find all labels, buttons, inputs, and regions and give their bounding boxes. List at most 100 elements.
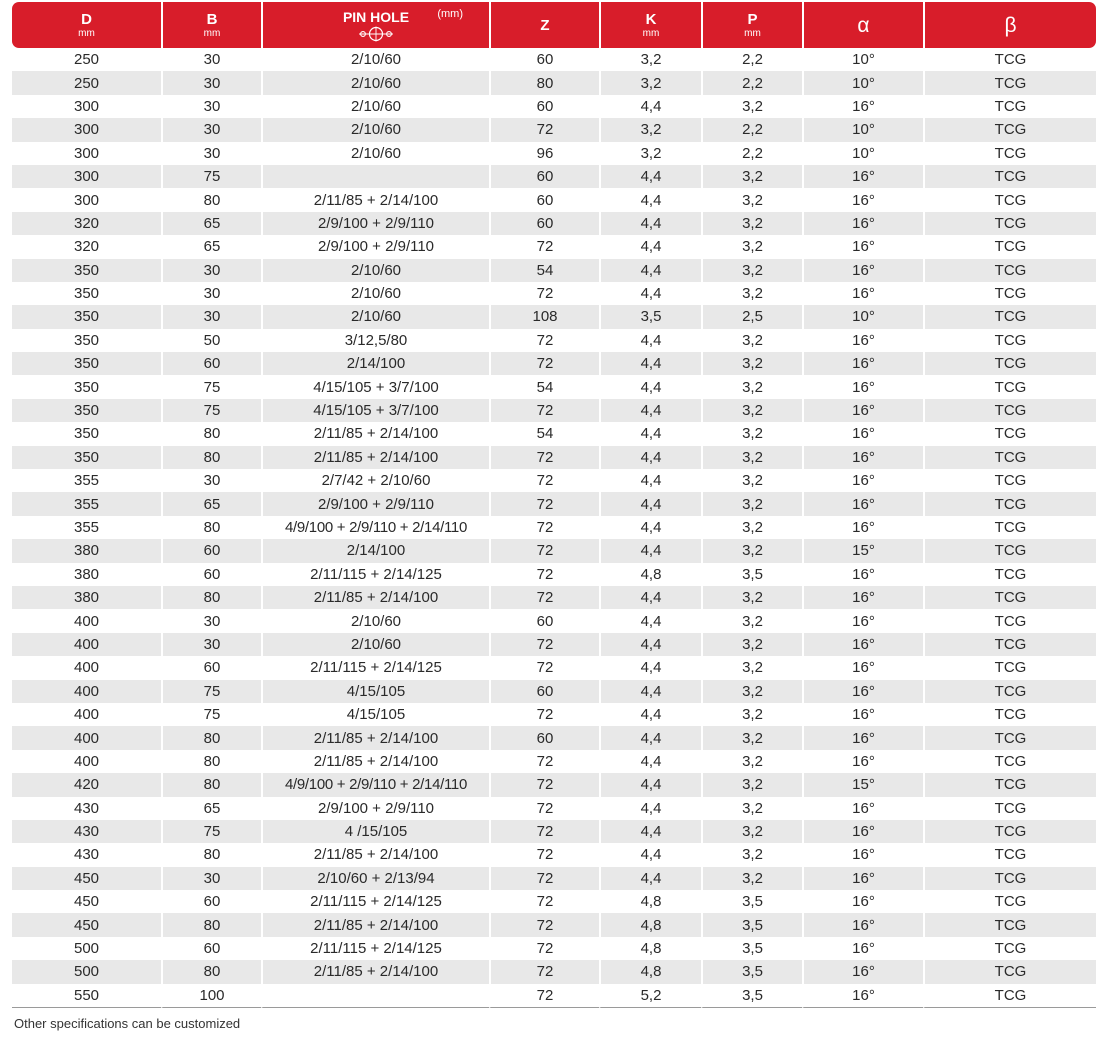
col-header-k: K mm (599, 2, 701, 48)
cell-pin-hole: 2/10/60 (261, 94, 489, 119)
cell-d: 250 (73, 51, 100, 69)
table-row: 350 30 2/10/60 54 4,4 3,2 16° TCG (12, 258, 1096, 282)
col-header-d-unit: mm (78, 27, 95, 39)
table-row: 400 80 2/11/85 + 2/14/100 60 4,4 3,2 16° TCG (12, 726, 1096, 750)
header-row: D mm B mm PIN HOLE (mm) (12, 2, 1096, 48)
cell-alpha: 16° (802, 188, 923, 212)
cell-k: 4,8 (599, 960, 701, 984)
cell-k: 3,2 (599, 118, 701, 142)
cell-d: 400 (73, 659, 100, 677)
cell-d: 550 (12, 984, 161, 1009)
cell-d: 350 (73, 425, 100, 443)
cell-pin-hole: 2/11/85 + 2/14/100 (261, 726, 489, 750)
cell-alpha: 16° (802, 469, 923, 493)
cell-p: 3,2 (701, 866, 802, 891)
cell-alpha: 16° (802, 656, 923, 680)
cell-b: 75 (161, 679, 261, 703)
cell-beta: TCG (923, 398, 1096, 423)
cell-alpha: 16° (802, 235, 923, 259)
cell-b: 65 (161, 211, 261, 236)
cell-pin-hole: 4/15/105 + 3/7/100 (261, 398, 489, 423)
cell-pin-hole: 4/15/105 (261, 679, 489, 703)
cell-beta: TCG (923, 445, 1096, 470)
col-header-pin-hole: PIN HOLE (mm) (261, 2, 489, 48)
col-header-beta-label: β (1004, 13, 1017, 37)
table-row: 320 65 2/9/100 + 2/9/110 60 4,4 3,2 16° TCG (12, 211, 1096, 236)
cell-d: 450 (12, 866, 161, 891)
cell-b: 80 (161, 749, 261, 774)
cell-alpha: 16° (802, 936, 923, 961)
cell-p: 3,2 (701, 375, 802, 399)
cell-beta: TCG (923, 118, 1096, 142)
cell-b: 75 (161, 819, 261, 844)
cell-z: 72 (489, 281, 599, 306)
cell-b: 30 (161, 94, 261, 119)
table-header: D mm B mm PIN HOLE (mm) (12, 2, 1096, 48)
col-header-d: D mm (12, 2, 161, 48)
cell-beta: TCG (923, 656, 1096, 680)
cell-alpha: 16° (802, 632, 923, 657)
cell-d: 380 (12, 585, 161, 610)
cell-pin-hole: 2/11/85 + 2/14/100 (261, 843, 489, 867)
table-row: 355 65 2/9/100 + 2/9/110 72 4,4 3,2 16° TCG (12, 492, 1096, 516)
cell-p: 3,2 (701, 796, 802, 820)
cell-d: 350 (73, 285, 100, 303)
cell-alpha: 16° (802, 94, 923, 119)
cell-beta: TCG (923, 375, 1096, 399)
cell-b: 30 (161, 469, 261, 493)
cell-pin-hole: 2/10/60 (261, 632, 489, 657)
cell-z: 72 (489, 398, 599, 423)
cell-p: 3,2 (701, 819, 802, 844)
cell-d: 350 (12, 398, 161, 423)
cell-beta: TCG (923, 469, 1096, 493)
cell-z: 72 (489, 960, 599, 984)
cell-pin-hole: 2/10/60 (261, 118, 489, 142)
cell-z: 72 (489, 235, 599, 259)
col-header-z: Z (489, 2, 599, 48)
cell-z: 60 (489, 211, 599, 236)
table-row: 380 60 2/14/100 72 4,4 3,2 15° TCG (12, 539, 1096, 563)
table-row: 400 80 2/11/85 + 2/14/100 72 4,4 3,2 16° TCG (12, 749, 1096, 774)
footnote: Other specifications can be customized (14, 1016, 241, 1031)
cell-pin-hole: 4/9/100 + 2/9/110 + 2/14/110 (261, 773, 489, 797)
cell-alpha: 15° (802, 773, 923, 797)
cell-k: 4,4 (599, 94, 701, 119)
cell-b: 60 (161, 352, 261, 376)
cell-beta: TCG (923, 983, 1096, 1009)
cell-d: 350 (12, 352, 161, 376)
cell-pin-hole: 2/11/85 + 2/14/100 (261, 913, 489, 937)
cell-k: 4,8 (599, 913, 701, 937)
cell-k: 4,4 (599, 632, 701, 657)
cell-alpha: 16° (802, 819, 923, 844)
cell-beta: TCG (923, 749, 1096, 774)
cell-z: 54 (489, 258, 599, 282)
cell-pin-hole: 2/10/60 (261, 609, 489, 633)
cell-pin-hole: 2/10/60 (261, 71, 489, 95)
cell-k: 4,8 (599, 562, 701, 586)
table-row: 500 60 2/11/115 + 2/14/125 72 4,8 3,5 16° TCG (12, 936, 1096, 961)
cell-b: 30 (161, 632, 261, 657)
cell-d: 500 (12, 960, 161, 984)
cell-beta: TCG (923, 960, 1096, 984)
cell-p: 3,2 (701, 492, 802, 516)
pin-hole-header-wrap: PIN HOLE (mm) (263, 2, 489, 48)
cell-pin-hole: 3/12,5/80 (261, 328, 489, 353)
cell-b: 30 (161, 141, 261, 165)
cell-b: 80 (161, 445, 261, 470)
table-row: 350 75 4/15/105 + 3/7/100 72 4,4 3,2 16° TCG (12, 398, 1096, 423)
cell-z: 60 (489, 48, 599, 72)
cell-alpha: 16° (802, 679, 923, 703)
cell-b: 75 (161, 164, 261, 189)
cell-alpha: 16° (802, 398, 923, 423)
col-header-pin-hole-label: PIN HOLE (342, 9, 410, 25)
table-row: 450 30 2/10/60 + 2/13/94 72 4,4 3,2 16° TCG (12, 866, 1096, 891)
cell-alpha: 16° (802, 726, 923, 750)
cell-beta: TCG (923, 492, 1096, 516)
cell-k: 4,4 (599, 328, 701, 353)
cell-alpha: 16° (802, 983, 923, 1009)
cell-b: 80 (161, 726, 261, 750)
cell-pin-hole: 2/11/115 + 2/14/125 (261, 890, 489, 914)
cell-beta: TCG (923, 422, 1096, 446)
cell-p: 3,2 (701, 656, 802, 680)
pin-hole-diagram-icon (359, 26, 393, 42)
